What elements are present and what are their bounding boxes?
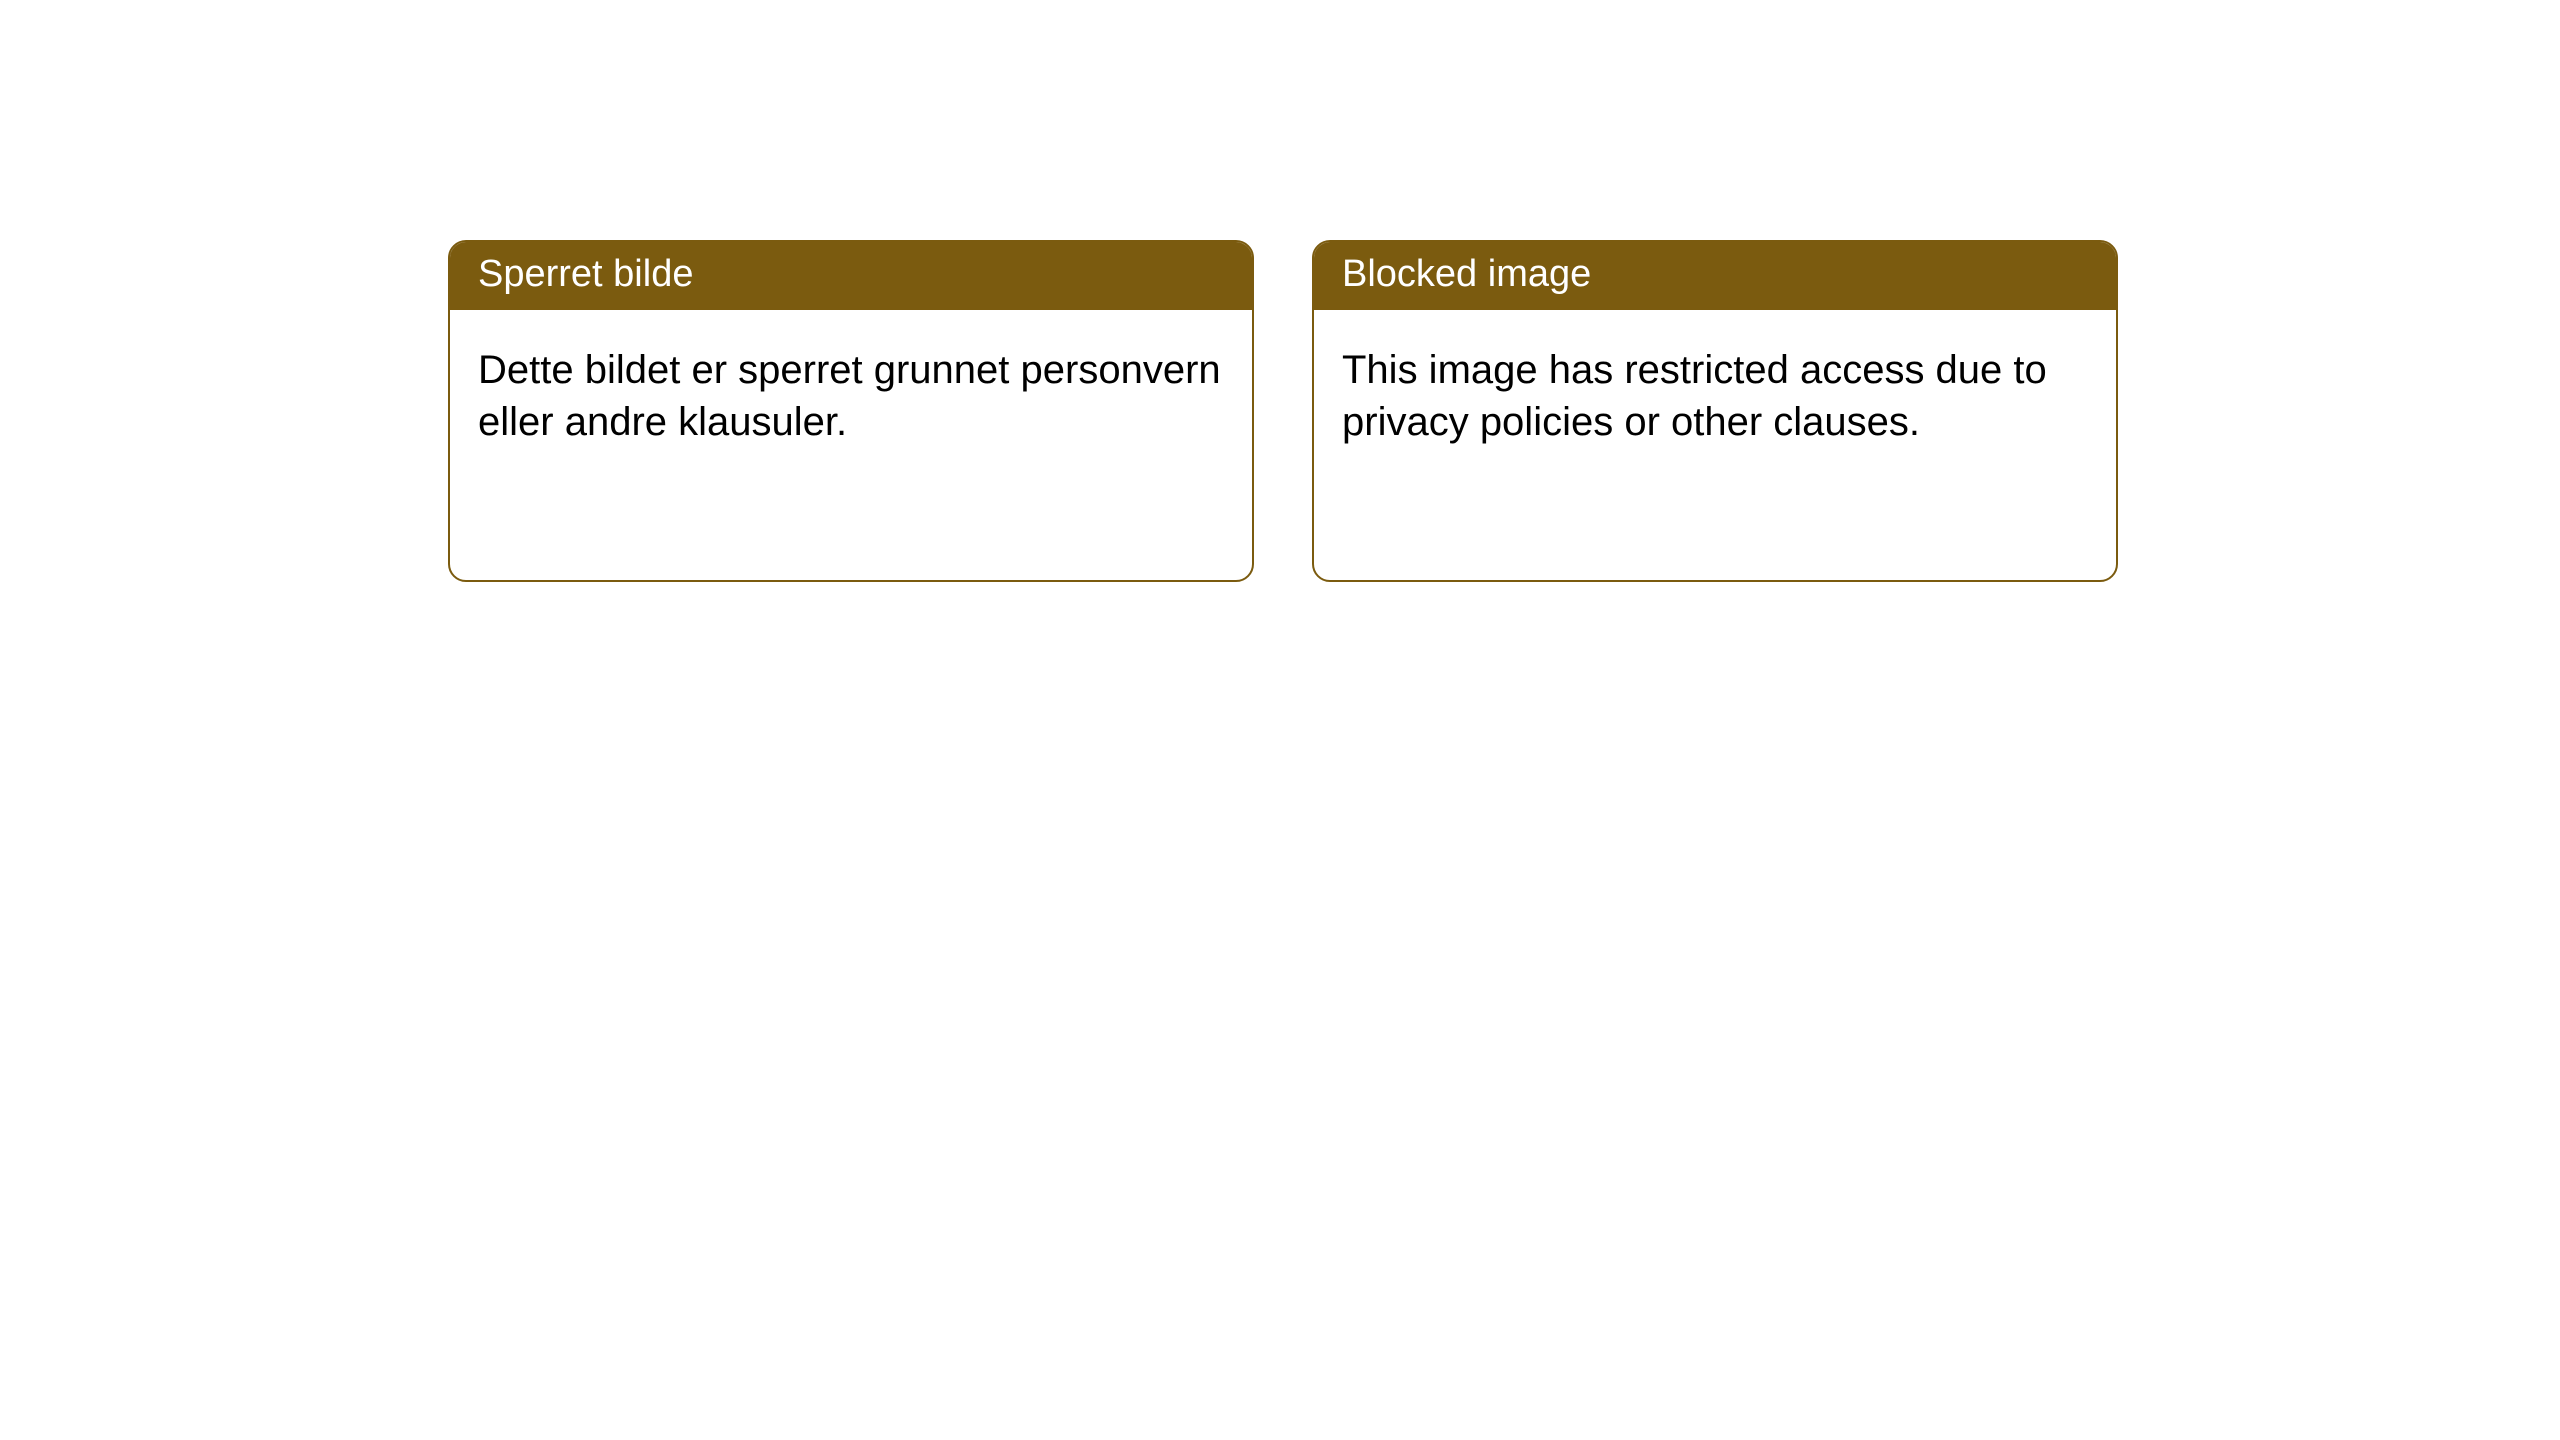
notice-card-en: Blocked image This image has restricted … <box>1312 240 2118 582</box>
notice-card-body: Dette bildet er sperret grunnet personve… <box>450 310 1252 484</box>
notice-card-nb: Sperret bilde Dette bildet er sperret gr… <box>448 240 1254 582</box>
notice-card-title: Sperret bilde <box>450 242 1252 310</box>
notice-card-body: This image has restricted access due to … <box>1314 310 2116 484</box>
notice-card-title: Blocked image <box>1314 242 2116 310</box>
notice-cards-row: Sperret bilde Dette bildet er sperret gr… <box>0 0 2560 582</box>
